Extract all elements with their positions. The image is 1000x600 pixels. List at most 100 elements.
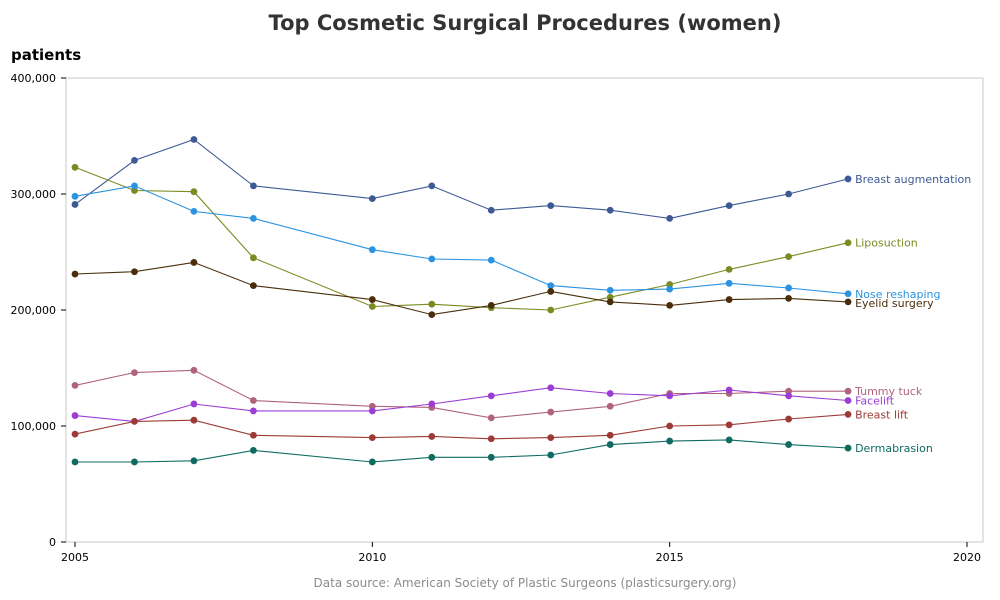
y-tick-label: 300,000: [11, 188, 57, 201]
series-group: [71, 384, 852, 425]
series-label: Breast augmentation: [855, 173, 971, 186]
data-point: [844, 387, 852, 395]
x-tick-label: 2010: [358, 551, 386, 564]
data-point: [71, 412, 79, 419]
data-point: [487, 392, 495, 400]
series-group: [71, 259, 852, 319]
data-point: [250, 431, 257, 439]
data-point: [785, 190, 792, 198]
series-line: [74, 185, 849, 295]
data-point: [725, 202, 733, 210]
series-group: [71, 436, 852, 466]
series-label: Liposuction: [855, 237, 918, 250]
series-label: Facelift: [855, 394, 895, 407]
data-point: [71, 430, 79, 438]
data-point: [487, 301, 495, 309]
data-point: [71, 192, 79, 200]
data-point: [844, 175, 852, 183]
data-point: [606, 390, 614, 397]
data-point: [368, 458, 376, 466]
data-point: [250, 397, 257, 404]
data-point: [725, 296, 733, 303]
series-label: Tummy tuck: [854, 385, 923, 398]
data-point: [190, 457, 198, 465]
data-point: [606, 206, 614, 214]
data-point: [190, 136, 198, 143]
data-point: [725, 266, 733, 273]
data-point: [71, 163, 79, 171]
series-line: [74, 413, 849, 440]
data-point: [428, 255, 436, 263]
data-point: [606, 431, 614, 439]
y-tick-label: 200,000: [11, 304, 57, 317]
data-point: [131, 458, 138, 466]
y-tick-label: 0: [49, 536, 56, 549]
data-point: [250, 282, 257, 290]
data-point: [428, 400, 436, 408]
data-point: [487, 435, 495, 443]
series-label: Dermabrasion: [855, 442, 933, 455]
data-point: [71, 270, 79, 278]
data-point: [428, 300, 436, 308]
series-group: [71, 182, 852, 298]
data-point: [190, 366, 198, 374]
data-point: [785, 441, 792, 448]
y-tick-label: 100,000: [11, 420, 57, 433]
data-point: [844, 290, 852, 298]
data-point: [368, 195, 376, 203]
data-point: [131, 268, 138, 276]
data-point: [844, 444, 852, 452]
data-source-note: Data source: American Society of Plastic…: [314, 576, 737, 590]
series-label: Breast lift: [855, 408, 909, 421]
data-point: [131, 369, 138, 377]
series-layer: [71, 136, 852, 466]
chart-title: Top Cosmetic Surgical Procedures (women): [269, 11, 782, 35]
data-point: [428, 453, 436, 461]
data-point: [71, 201, 79, 208]
y-tick-label: 400,000: [11, 72, 57, 85]
data-point: [368, 296, 376, 303]
data-point: [250, 182, 257, 190]
data-point: [71, 458, 79, 466]
series-label: Nose reshaping: [855, 288, 940, 301]
y-axis-label: patients: [11, 46, 81, 64]
data-point: [666, 214, 674, 222]
data-point: [190, 400, 198, 408]
data-point: [666, 422, 674, 430]
data-point: [785, 392, 792, 400]
data-point: [547, 282, 555, 290]
data-point: [606, 441, 614, 448]
data-point: [547, 451, 555, 459]
data-point: [190, 416, 198, 424]
data-point: [666, 392, 674, 400]
data-point: [666, 285, 674, 293]
data-point: [547, 434, 555, 441]
data-point: [547, 288, 555, 295]
data-point: [131, 156, 138, 164]
series-line: [75, 439, 849, 463]
data-point: [606, 402, 614, 410]
data-point: [666, 437, 674, 445]
data-point: [131, 417, 138, 425]
series-label: Eyelid surgery: [855, 297, 934, 310]
series-labels: Breast augmentation Liposuction Nose resha…: [854, 173, 971, 455]
data-point: [190, 188, 198, 196]
data-point: [666, 301, 674, 309]
data-point: [844, 397, 852, 404]
data-point: [190, 259, 198, 266]
series-group: [71, 411, 852, 443]
data-point: [725, 436, 733, 444]
data-point: [368, 303, 376, 310]
data-point: [368, 434, 376, 441]
data-point: [190, 208, 198, 215]
data-point: [368, 407, 376, 415]
data-point: [487, 414, 495, 422]
data-point: [606, 286, 614, 294]
data-point: [844, 298, 852, 306]
data-point: [428, 182, 436, 190]
data-point: [785, 295, 792, 302]
series-group: [71, 136, 852, 222]
data-point: [785, 284, 792, 292]
